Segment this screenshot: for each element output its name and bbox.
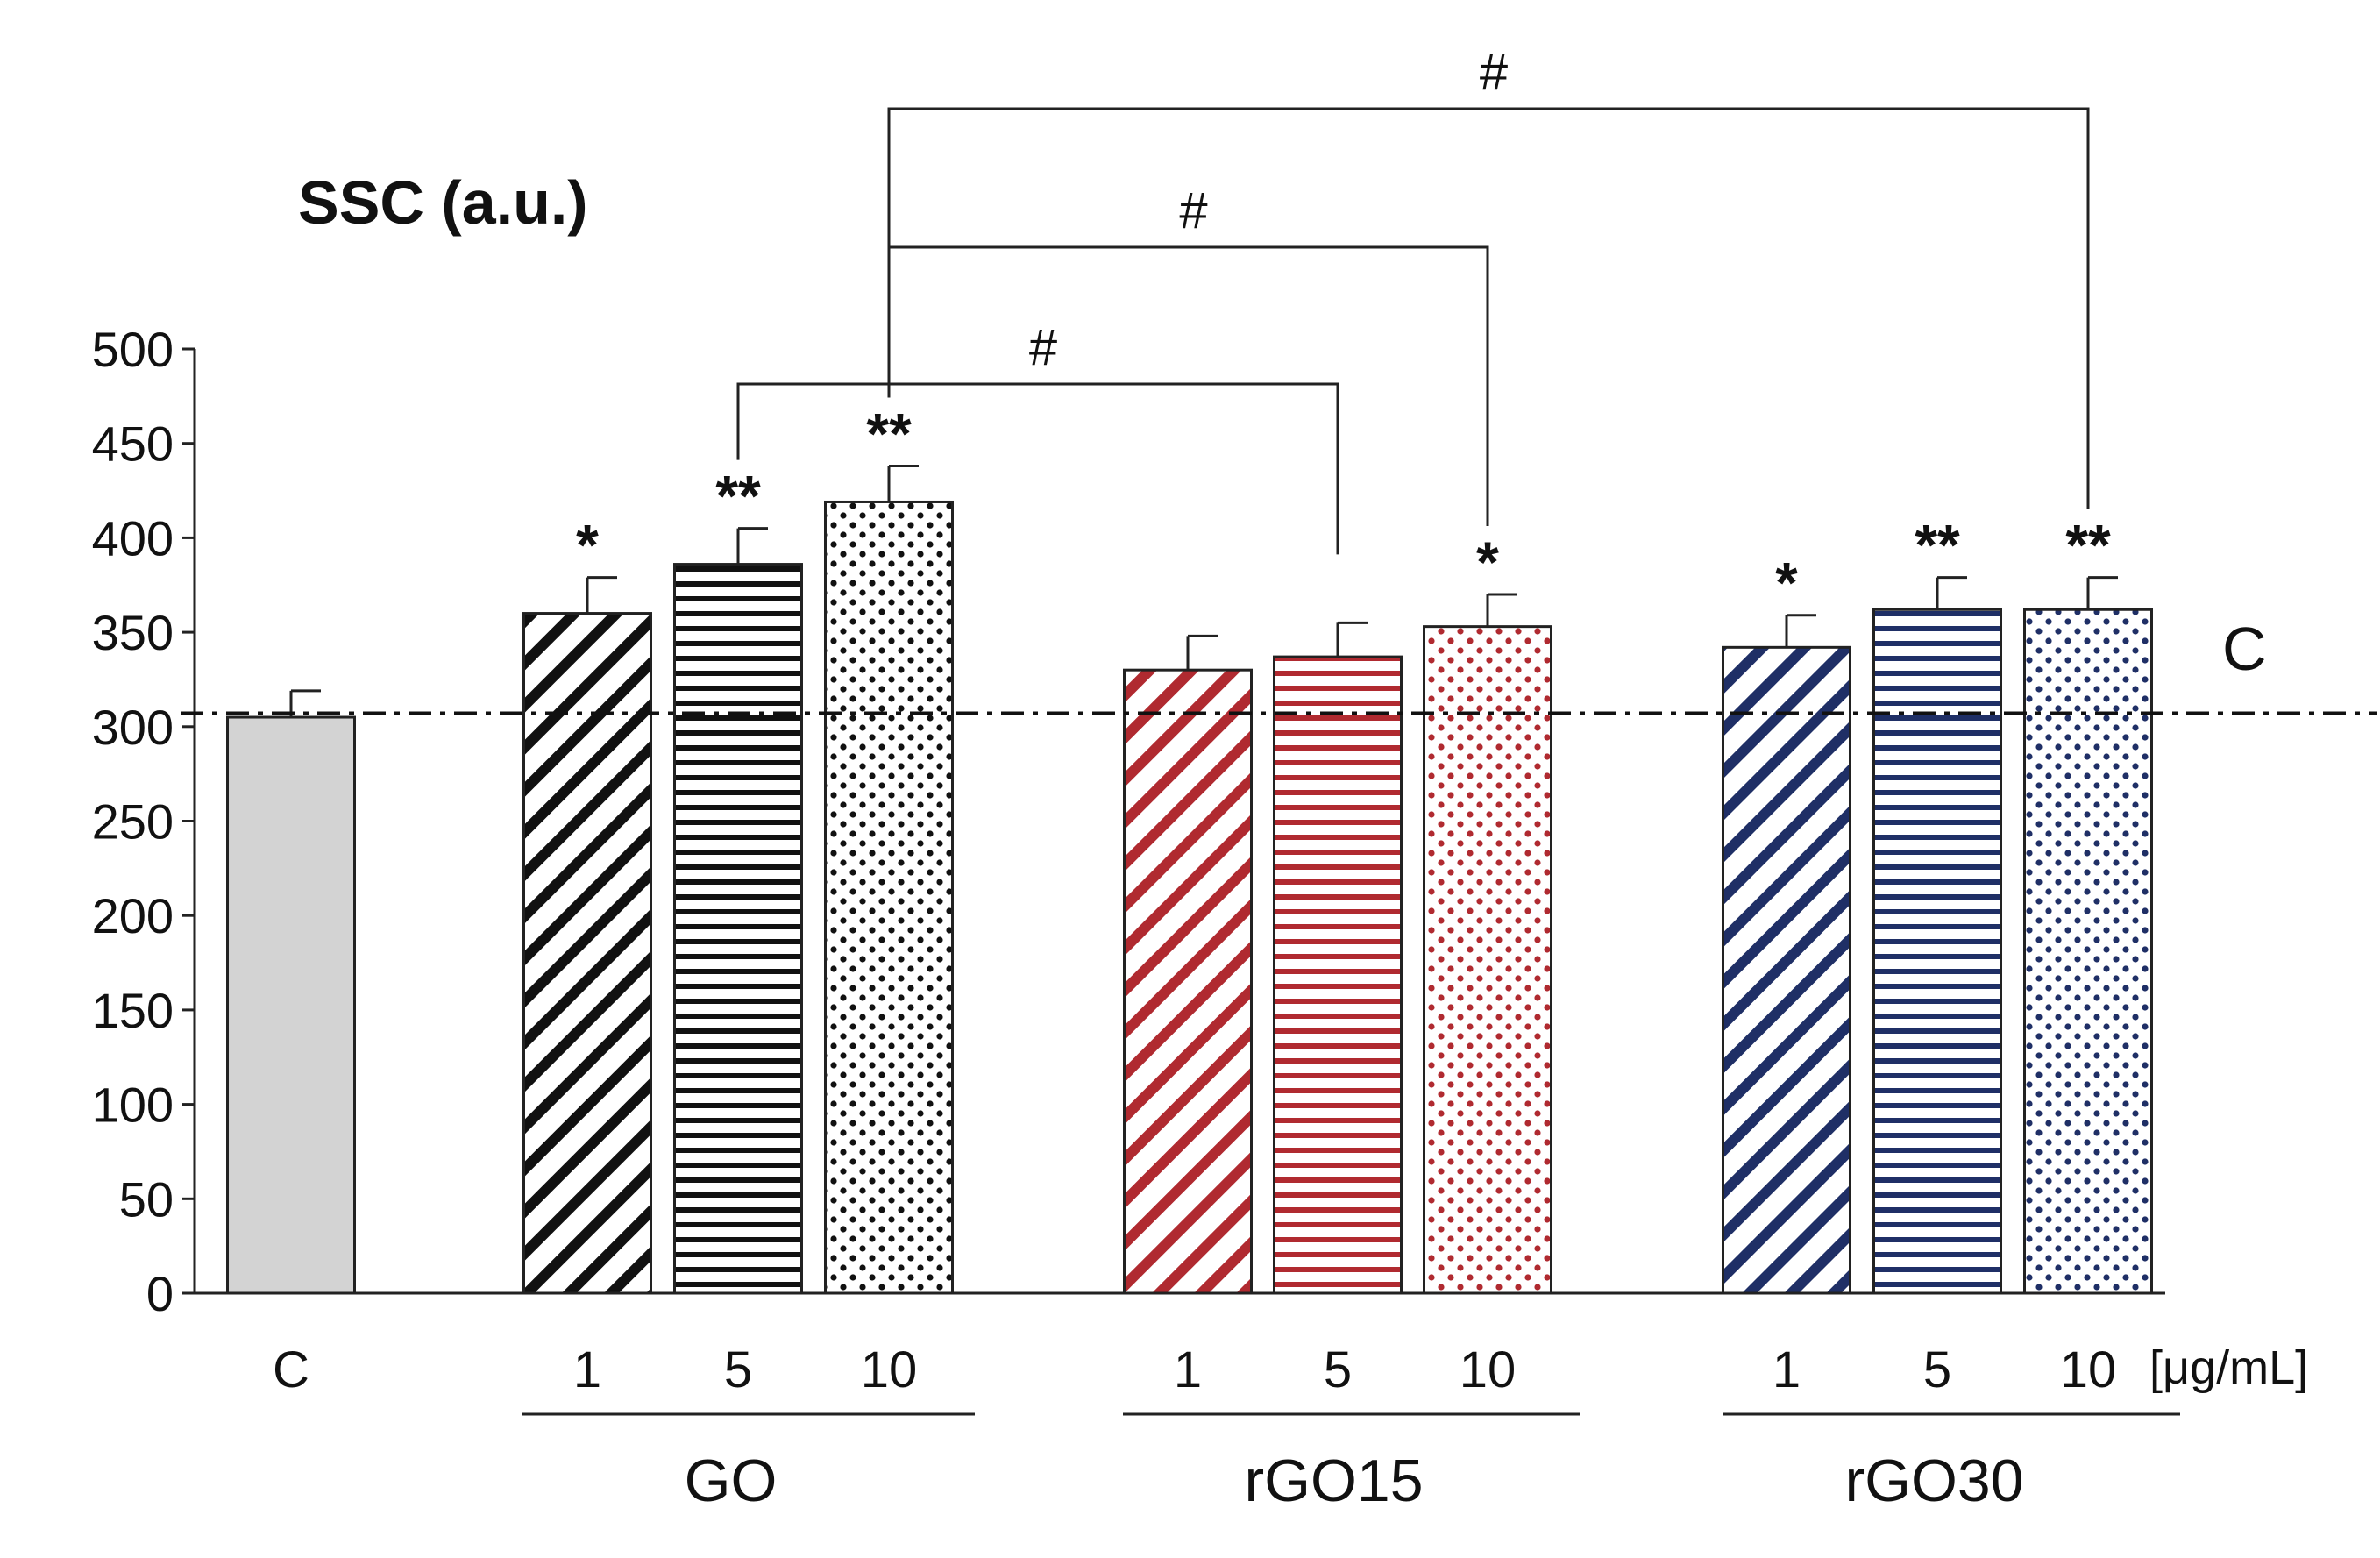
group-label: rGO15 [1244, 1448, 1423, 1514]
significance-marker: * [1476, 530, 1499, 594]
x-category-label: 5 [1324, 1341, 1352, 1398]
bar [522, 612, 652, 1295]
reference-line-label: C [2222, 615, 2267, 683]
y-tick-label: 300 [92, 700, 174, 755]
y-tick-label: 100 [92, 1078, 174, 1133]
x-category-label: 10 [861, 1341, 918, 1398]
x-category-label: 1 [573, 1341, 601, 1398]
reference-line-layer: C [181, 615, 2377, 715]
y-tick-label: 500 [92, 322, 174, 377]
y-tick-label: 150 [92, 983, 174, 1038]
unit-label: [μg/mL] [2149, 1341, 2308, 1394]
bars-layer: ****** *** ** [226, 402, 2153, 1295]
axes: 0 50 100 150 200 250 300 350 400 450 500 C 1 5 10 GO 1 5 1… [92, 322, 2180, 1514]
y-tick-label: 350 [92, 605, 174, 660]
significance-marker: ** [2065, 513, 2111, 578]
comparison-bracket [887, 245, 1489, 527]
comparison-label: # [1029, 319, 1057, 376]
group-label: GO [685, 1448, 778, 1514]
comparison-label: # [1480, 44, 1508, 101]
y-tick-label: 200 [92, 888, 174, 943]
comparison-bracket [736, 382, 1339, 555]
bar [1423, 625, 1552, 1295]
y-tick-label: 400 [92, 510, 174, 566]
bar [1722, 645, 1851, 1295]
bar [1123, 668, 1253, 1295]
bar [1273, 655, 1403, 1295]
x-category-label: 1 [1174, 1341, 1202, 1398]
x-category-label: 10 [1460, 1341, 1517, 1398]
group-label: rGO30 [1844, 1448, 2023, 1514]
annotations-layer: # # # [736, 44, 2090, 555]
x-category-label: 10 [2060, 1341, 2117, 1398]
significance-marker: ** [866, 402, 912, 466]
bar [2023, 608, 2153, 1295]
significance-marker: * [1775, 551, 1798, 615]
comparison-bracket [887, 107, 2090, 509]
y-tick-label: 450 [92, 416, 174, 472]
y-tick-label: 0 [146, 1266, 174, 1321]
bar [673, 563, 803, 1295]
significance-marker: * [576, 513, 599, 578]
y-tick-label: 250 [92, 794, 174, 850]
significance-marker: ** [715, 464, 761, 529]
x-category-label: 5 [724, 1341, 752, 1398]
significance-marker: ** [1915, 513, 1960, 578]
bar [824, 500, 954, 1295]
chart-title: SSC (a.u.) [298, 168, 588, 237]
comparison-label: # [1179, 182, 1207, 239]
x-category-label: C [273, 1341, 309, 1398]
y-tick-label: 50 [119, 1171, 174, 1227]
bar [1872, 608, 2002, 1295]
x-category-label: 5 [1923, 1341, 1951, 1398]
bar [226, 715, 356, 1295]
x-category-label: 1 [1773, 1341, 1801, 1398]
